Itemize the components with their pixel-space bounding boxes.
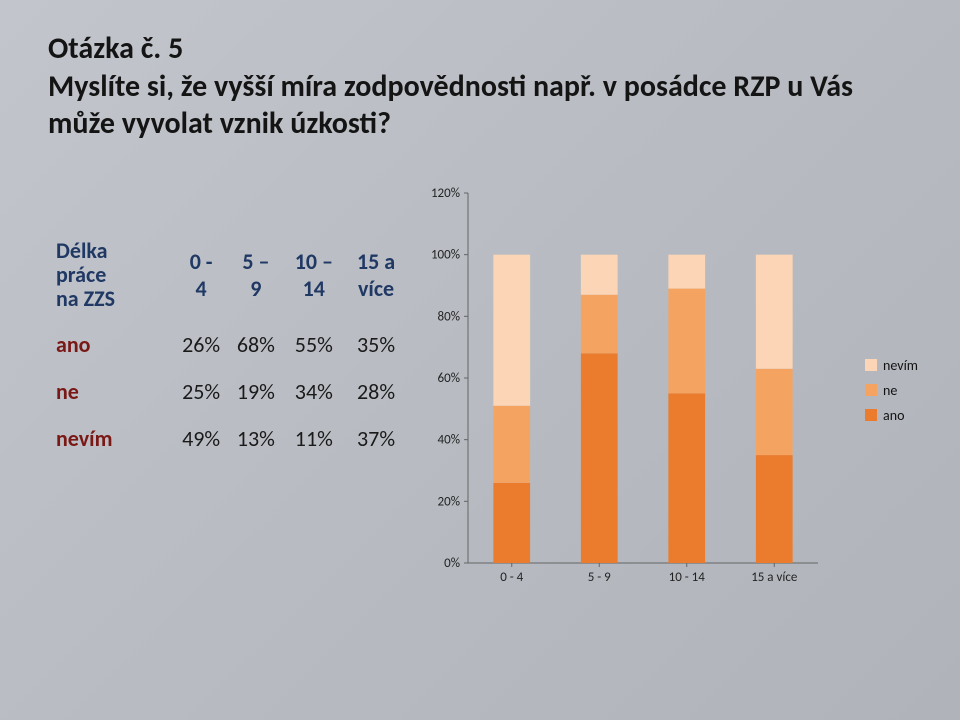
slide: Otázka č. 5 Myslíte si, že vyšší míra zo…	[0, 0, 960, 720]
cell: 19%	[228, 364, 283, 411]
stacked-bar-chart: 0% 20% 40% 60% 80% 100% 120% 0 - 4 5 - 9 10 - 14 1…	[408, 183, 908, 583]
legend-label: nevím	[883, 353, 918, 378]
table-corner: Délka práce na ZZS	[48, 233, 174, 318]
svg-text:5 - 9: 5 - 9	[588, 570, 611, 583]
cell: 35%	[344, 317, 408, 364]
col-header: 5 – 9	[228, 233, 283, 318]
legend-item: nevím	[865, 353, 918, 378]
svg-text:80%: 80%	[438, 309, 460, 324]
svg-text:15 a více: 15 a více	[751, 570, 797, 583]
col-header: 10 – 14	[284, 233, 345, 318]
svg-text:0%: 0%	[444, 556, 460, 571]
col-header: 15 a více	[344, 233, 408, 318]
col-header: 0 - 4	[174, 233, 228, 318]
content-row: Délka práce na ZZS 0 - 4 5 – 9 10 – 14 1…	[48, 233, 912, 583]
legend-swatch	[865, 359, 877, 371]
cell: 68%	[228, 317, 283, 364]
legend-label: ne	[883, 378, 897, 403]
legend-label: ano	[883, 403, 904, 428]
legend-swatch	[865, 409, 877, 421]
cell: 13%	[228, 411, 283, 458]
data-table: Délka práce na ZZS 0 - 4 5 – 9 10 – 14 1…	[48, 233, 408, 459]
cell: 11%	[284, 411, 345, 458]
svg-text:10 - 14: 10 - 14	[669, 570, 706, 583]
table-corner-l2: práce	[56, 261, 106, 288]
cell: 49%	[174, 411, 228, 458]
svg-text:20%: 20%	[438, 494, 460, 509]
svg-text:0 - 4: 0 - 4	[500, 570, 523, 583]
data-table-wrap: Délka práce na ZZS 0 - 4 5 – 9 10 – 14 1…	[48, 233, 408, 459]
row-label: ano	[48, 317, 174, 364]
cell: 34%	[284, 364, 345, 411]
cell: 25%	[174, 364, 228, 411]
svg-text:100%: 100%	[431, 247, 460, 262]
legend-item: ano	[865, 403, 918, 428]
row-label: nevím	[48, 411, 174, 458]
cell: 28%	[344, 364, 408, 411]
legend-swatch	[865, 384, 877, 396]
title-line-1: Otázka č. 5	[48, 30, 912, 68]
cell: 37%	[344, 411, 408, 458]
cell: 55%	[284, 317, 345, 364]
cell: 26%	[174, 317, 228, 364]
title-question: Myslíte si, že vyšší míra zodpovědnosti …	[48, 68, 912, 143]
svg-text:60%: 60%	[438, 371, 460, 386]
svg-text:40%: 40%	[438, 432, 460, 447]
row-label: ne	[48, 364, 174, 411]
svg-text:120%: 120%	[431, 186, 460, 201]
table-corner-l3: na ZZS	[56, 285, 115, 312]
table-corner-l1: Délka	[56, 237, 108, 264]
chart-svg: 0% 20% 40% 60% 80% 100% 120% 0 - 4 5 - 9 10 - 14 1…	[408, 183, 908, 583]
legend-item: ne	[865, 378, 918, 403]
slide-title: Otázka č. 5 Myslíte si, že vyšší míra zo…	[48, 30, 912, 143]
chart-legend: nevímneano	[865, 353, 918, 429]
